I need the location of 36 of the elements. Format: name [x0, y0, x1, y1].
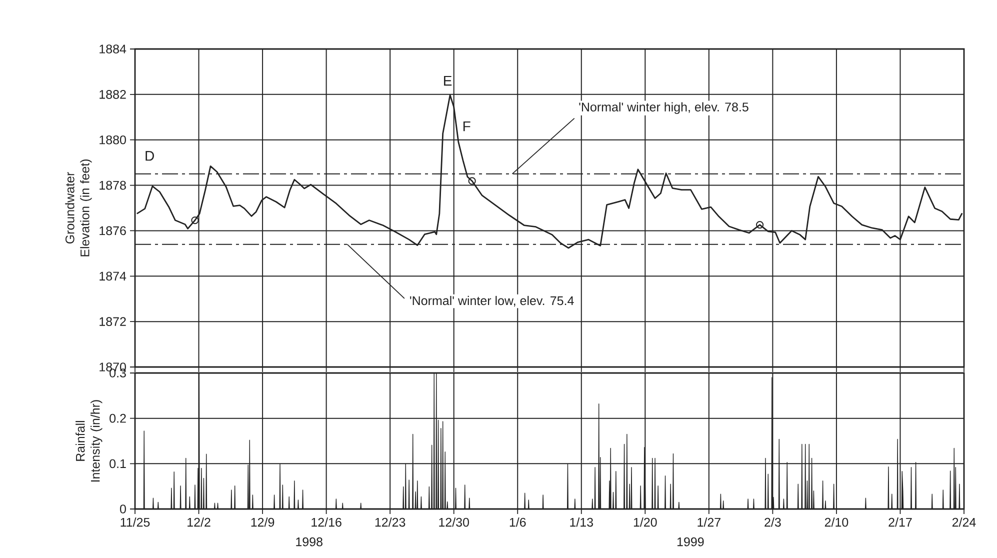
x-tick-label: 2/3: [764, 518, 781, 527]
x-tick-label: 1/27: [698, 518, 720, 527]
y-tick-label: 1876: [100, 226, 126, 236]
text: 1998: [296, 537, 322, 546]
ref-line-label: 'Normal' winter high, elev. 78.5: [579, 102, 748, 114]
point: [756, 221, 764, 229]
y-tick-label: 1874: [100, 272, 126, 281]
annotation: F: [463, 121, 470, 132]
ref-line-label: 'Normal' winter low, elev. 75.4: [410, 296, 574, 307]
point: [191, 216, 199, 224]
y-tick-label: 1878: [100, 180, 126, 190]
y-axis-title: Groundwater Elevation (in feet): [65, 159, 92, 256]
x-tick-label: 12/2: [188, 518, 210, 527]
x-tick-label: 12/16: [312, 518, 342, 527]
point: [468, 177, 476, 185]
x-tick-label: 12/9: [251, 518, 274, 527]
y-tick-label: 1884: [100, 44, 126, 54]
x-tick-label: 1/20: [634, 518, 657, 527]
y-tick-label: 0.2: [110, 414, 126, 423]
text: 1999: [677, 537, 704, 546]
x-tick-label: 1/6: [510, 518, 526, 527]
y-tick-label: 0: [120, 504, 126, 514]
x-tick-label: 2/24: [952, 518, 976, 527]
y-tick-label: 1880: [100, 135, 126, 144]
x-tick-label: 2/17: [888, 518, 912, 527]
y-tick-label: 1882: [100, 90, 126, 99]
x-tick-label: 12/23: [375, 518, 406, 527]
y-axis-title: Rainfall Intensity (in/hr): [76, 400, 102, 482]
x-tick-label: 1/13: [570, 518, 593, 527]
x-tick-label: 11/25: [120, 518, 150, 527]
annotation: E: [444, 76, 452, 86]
y-tick-label: 0.1: [110, 459, 126, 468]
y-tick-label: 1872: [100, 317, 126, 326]
x-tick-label: 2/10: [824, 518, 848, 527]
annotation: D: [146, 151, 154, 161]
x-tick-label: 12/30: [439, 518, 469, 527]
